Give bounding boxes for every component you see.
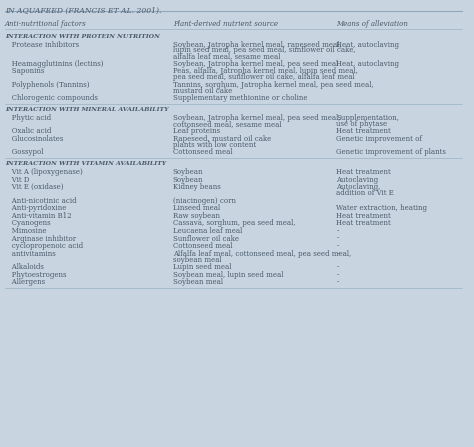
Text: antivitamins: antivitamins bbox=[5, 250, 55, 258]
Text: use of phytase: use of phytase bbox=[336, 120, 387, 128]
Text: Soybean, Jatropha kernel meal, pea seed meal,: Soybean, Jatropha kernel meal, pea seed … bbox=[173, 114, 340, 122]
Text: Tannins, sorghum, Jatropha kernel meal, pea seed meal,: Tannins, sorghum, Jatropha kernel meal, … bbox=[173, 81, 374, 89]
Text: Soybean meal: Soybean meal bbox=[173, 278, 223, 287]
Text: -: - bbox=[336, 235, 338, 243]
Text: -: - bbox=[336, 227, 338, 235]
Text: Anti-nicotinic acid: Anti-nicotinic acid bbox=[5, 197, 76, 205]
Text: Oxalic acid: Oxalic acid bbox=[5, 127, 51, 135]
Text: -: - bbox=[336, 242, 338, 250]
Text: Heat treatment: Heat treatment bbox=[336, 219, 391, 228]
Text: Anti-nutritional factors: Anti-nutritional factors bbox=[5, 20, 86, 28]
Text: Linseed meal: Linseed meal bbox=[173, 204, 220, 212]
Text: INTERACTION WITH MINERAL AVAILABILITY: INTERACTION WITH MINERAL AVAILABILITY bbox=[5, 107, 168, 112]
Text: Alfalfa leaf meal, cottonseed meal, pea seed meal,: Alfalfa leaf meal, cottonseed meal, pea … bbox=[173, 250, 351, 258]
Text: Soybean: Soybean bbox=[173, 176, 203, 184]
Text: Vit A (lipoxygenase): Vit A (lipoxygenase) bbox=[5, 168, 82, 176]
Text: cottonseed meal, sesame meal: cottonseed meal, sesame meal bbox=[173, 120, 281, 128]
Text: Plant-derived nutrient source: Plant-derived nutrient source bbox=[173, 20, 278, 28]
Text: Water extraction, heating: Water extraction, heating bbox=[336, 204, 427, 212]
Text: Heat treatment: Heat treatment bbox=[336, 168, 391, 176]
Text: Soybean, Jatropha kernel meal, rapeseed meal,: Soybean, Jatropha kernel meal, rapeseed … bbox=[173, 41, 341, 49]
Text: -: - bbox=[336, 278, 338, 287]
Text: Phytic acid: Phytic acid bbox=[5, 114, 51, 122]
Text: Cottonseed meal: Cottonseed meal bbox=[173, 148, 232, 156]
Text: Protease inhibitors: Protease inhibitors bbox=[5, 41, 79, 49]
Text: Leucaena leaf meal: Leucaena leaf meal bbox=[173, 227, 242, 235]
Text: Soybean: Soybean bbox=[173, 168, 203, 176]
Text: Heamagglutinins (lectins): Heamagglutinins (lectins) bbox=[5, 60, 103, 68]
Text: Cassava, sorghum, pea seed meal,: Cassava, sorghum, pea seed meal, bbox=[173, 219, 295, 228]
Text: Gossypol: Gossypol bbox=[5, 148, 43, 156]
Text: addition of Vit E: addition of Vit E bbox=[336, 189, 394, 197]
Text: plants with low content: plants with low content bbox=[173, 141, 256, 149]
Text: Means of alleviation: Means of alleviation bbox=[336, 20, 408, 28]
Text: INTERACTION WITH PROTEIN NUTRITION: INTERACTION WITH PROTEIN NUTRITION bbox=[5, 34, 160, 39]
Text: lupin seed meal, pea seed meal, sunflower oil cake,: lupin seed meal, pea seed meal, sunflowe… bbox=[173, 46, 356, 55]
Text: Sunflower oil cake: Sunflower oil cake bbox=[173, 235, 239, 243]
Text: Peas, alfalfa, Jatropha kernel meal, lupin seed meal,: Peas, alfalfa, Jatropha kernel meal, lup… bbox=[173, 67, 358, 76]
Text: Allergens: Allergens bbox=[5, 278, 45, 287]
Text: Heat, autoclaving: Heat, autoclaving bbox=[336, 60, 399, 68]
Text: Supplementation,: Supplementation, bbox=[336, 114, 399, 122]
Text: Alkaloids: Alkaloids bbox=[5, 263, 44, 271]
Text: Mimosine: Mimosine bbox=[5, 227, 46, 235]
Text: Soybean meal, lupin seed meal: Soybean meal, lupin seed meal bbox=[173, 271, 283, 279]
Text: mustard oil cake: mustard oil cake bbox=[173, 87, 232, 95]
Text: Rapeseed, mustard oil cake: Rapeseed, mustard oil cake bbox=[173, 135, 271, 143]
Text: Polyphenols (Tannins): Polyphenols (Tannins) bbox=[5, 81, 89, 89]
Text: Soybean, Jatropha kernel meal, pea seed meal: Soybean, Jatropha kernel meal, pea seed … bbox=[173, 60, 338, 68]
Text: Anti-vitamin B12: Anti-vitamin B12 bbox=[5, 212, 71, 220]
Text: Kidney beans: Kidney beans bbox=[173, 183, 220, 191]
Text: soybean meal: soybean meal bbox=[173, 256, 221, 264]
Text: alfalfa leaf meal, sesame meal: alfalfa leaf meal, sesame meal bbox=[173, 52, 280, 60]
Text: Anti-pyridoxine: Anti-pyridoxine bbox=[5, 204, 66, 212]
Text: Saponins: Saponins bbox=[5, 67, 44, 76]
Text: Autoclaving: Autoclaving bbox=[336, 176, 378, 184]
Text: Supplementary methionine or choline: Supplementary methionine or choline bbox=[173, 94, 307, 102]
Text: Vit D: Vit D bbox=[5, 176, 29, 184]
Text: Raw soybean: Raw soybean bbox=[173, 212, 220, 220]
Text: Phytoestrogens: Phytoestrogens bbox=[5, 271, 66, 279]
Text: (niacinogen) corn: (niacinogen) corn bbox=[173, 197, 236, 205]
Text: -: - bbox=[336, 250, 338, 258]
Text: Heat treatment: Heat treatment bbox=[336, 127, 391, 135]
Text: Heat, autoclaving: Heat, autoclaving bbox=[336, 41, 399, 49]
Text: Heat treatment: Heat treatment bbox=[336, 212, 391, 220]
Text: Arginase inhibitor: Arginase inhibitor bbox=[5, 235, 76, 243]
Text: Leaf proteins: Leaf proteins bbox=[173, 127, 220, 135]
Text: Chlorogenic compounds: Chlorogenic compounds bbox=[5, 94, 98, 102]
Text: Lupin seed meal: Lupin seed meal bbox=[173, 263, 231, 271]
Text: -: - bbox=[336, 271, 338, 279]
Text: IN AQUAFEED (FRANCIS ET AL. 2001).: IN AQUAFEED (FRANCIS ET AL. 2001). bbox=[5, 7, 161, 15]
Text: Vit E (oxidase): Vit E (oxidase) bbox=[5, 183, 63, 191]
Text: Autoclaving,: Autoclaving, bbox=[336, 183, 381, 191]
Text: pea seed meal, sunflower oil cake, alfalfa leaf meal: pea seed meal, sunflower oil cake, alfal… bbox=[173, 73, 355, 81]
Text: Cyanogens: Cyanogens bbox=[5, 219, 50, 228]
Text: Genetic improvement of plants: Genetic improvement of plants bbox=[336, 148, 446, 156]
Text: Glucosinolates: Glucosinolates bbox=[5, 135, 63, 143]
Text: Cottonseed meal: Cottonseed meal bbox=[173, 242, 232, 250]
Text: cyclopropenoic acid: cyclopropenoic acid bbox=[5, 242, 83, 250]
Text: Genetic improvement of: Genetic improvement of bbox=[336, 135, 422, 143]
Text: INTERACTION WITH VITAMIN AVAILABILITY: INTERACTION WITH VITAMIN AVAILABILITY bbox=[5, 161, 166, 166]
Text: -: - bbox=[336, 263, 338, 271]
